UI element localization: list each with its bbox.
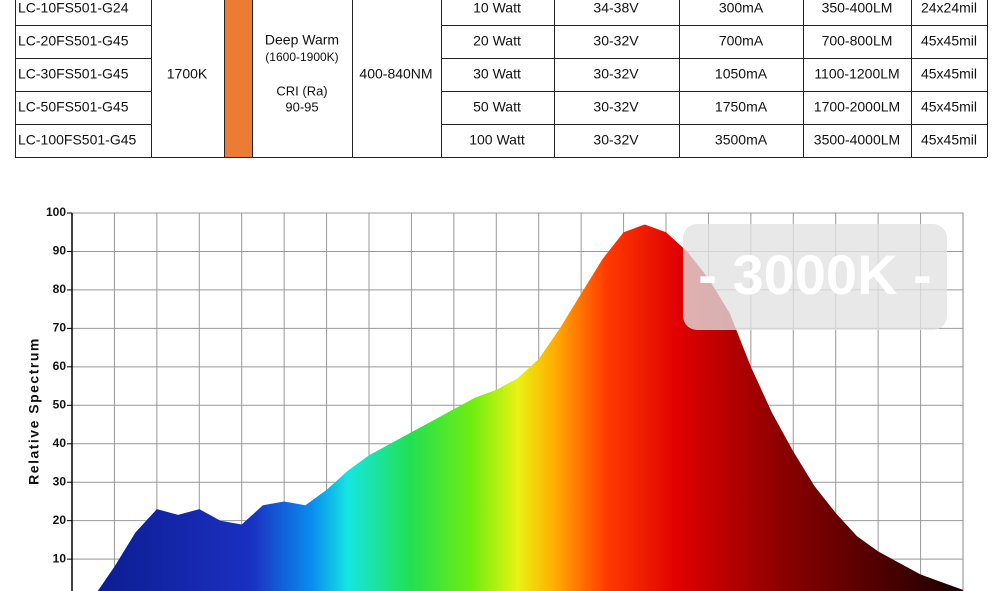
table-cell: LC-30FS501-G45 — [18, 66, 129, 82]
table-cell: 20 Watt — [473, 33, 521, 49]
table-cell: 1050mA — [715, 66, 768, 82]
table-cell: 1700-2000LM — [814, 99, 900, 115]
table-cell: LC-20FS501-G45 — [18, 33, 129, 49]
table-cell: 30-32V — [593, 66, 639, 82]
table-cell: 45x45mil — [921, 66, 977, 82]
spectrum-area — [97, 224, 963, 591]
y-tick-label: 40 — [53, 436, 67, 450]
spec-table: LC-10FS501-G24 10 Watt 34-38V 300mA 350-400L… — [15, 0, 988, 158]
light-cell: Deep Warm — [265, 32, 339, 48]
y-axis-label: Relative Spectrum — [26, 337, 42, 485]
y-tick-label: 50 — [53, 397, 67, 411]
table-cell: 30-32V — [593, 99, 639, 115]
y-tick-label: 80 — [53, 282, 67, 296]
table-cell: LC-10FS501-G24 — [18, 0, 129, 16]
table-cell: 700-800LM — [822, 33, 893, 49]
cct-cell: 1700K — [167, 66, 208, 82]
table-cell: 45x45mil — [921, 99, 977, 115]
spectrum-chart: Relative Spectrum 10 20 30 40 50 60 70 80 90 100 -… — [26, 205, 964, 591]
table-cell: 45x45mil — [921, 132, 977, 148]
y-tick-label: 10 — [53, 551, 67, 565]
y-tick-label: 20 — [53, 513, 67, 527]
table-cell: LC-100FS501-G45 — [18, 132, 137, 148]
table-cell: 300mA — [719, 0, 764, 16]
table-cell: 50 Watt — [473, 99, 521, 115]
light-cell: 90-95 — [285, 99, 318, 114]
table-cell: 3500-4000LM — [814, 132, 900, 148]
y-tick-label: 30 — [53, 474, 67, 488]
table-cell: 10 Watt — [473, 0, 521, 16]
wavelength-cell: 400-840NM — [359, 66, 432, 82]
table-cell: 1750mA — [715, 99, 768, 115]
table-cell: 350-400LM — [822, 0, 893, 16]
table-cell: 24x24mil — [921, 0, 977, 16]
table-cell: 30-32V — [593, 132, 639, 148]
table-cell: 30-32V — [593, 33, 639, 49]
table-cell: 100 Watt — [469, 132, 525, 148]
table-cell: LC-50FS501-G45 — [18, 99, 129, 115]
table-cell: 30 Watt — [473, 66, 521, 82]
light-cell: (1600-1900K) — [265, 50, 338, 64]
annotation-badge — [683, 224, 947, 330]
table-cell: 34-38V — [593, 0, 639, 16]
table-cell: 1100-1200LM — [814, 66, 899, 82]
annotation: - 3000K - — [698, 243, 931, 306]
y-tick-label: 90 — [53, 244, 67, 258]
table-cell: 3500mA — [715, 132, 768, 148]
table-cell: 700mA — [719, 33, 764, 49]
light-cell: CRI (Ra) — [276, 83, 327, 98]
y-tick-label: 70 — [53, 321, 67, 335]
color-swatch — [224, 0, 252, 157]
y-tick-label: 60 — [53, 359, 67, 373]
table-cell: 45x45mil — [921, 33, 977, 49]
y-tick-label: 100 — [46, 205, 66, 219]
